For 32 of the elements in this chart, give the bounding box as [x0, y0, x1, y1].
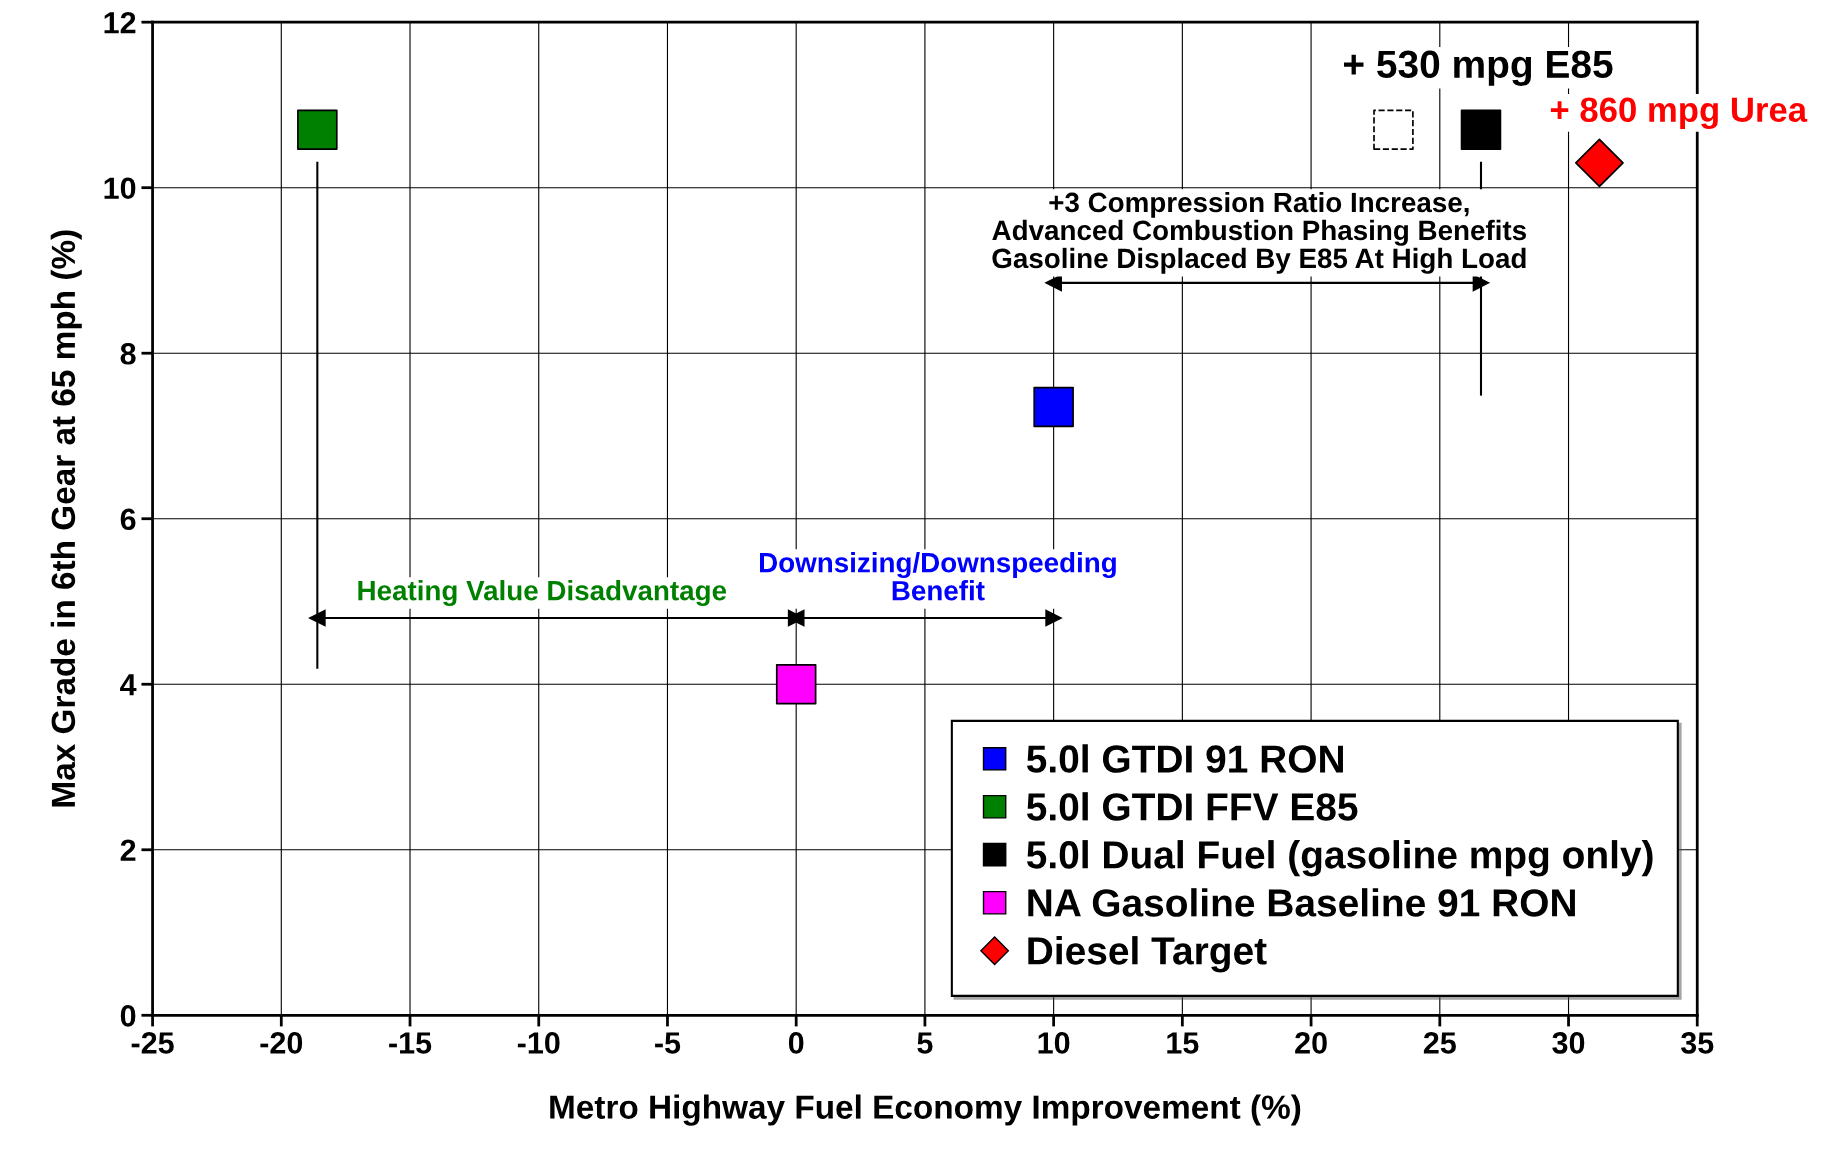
x-tick-label: 20: [1295, 1032, 1327, 1054]
y-tick-label: 2: [120, 839, 136, 861]
legend-label: 5.0l Dual Fuel (gasoline mpg only): [1026, 840, 1653, 877]
legend-label: 5.0l GTDI 91 RON: [1026, 744, 1343, 773]
x-tick-label: -10: [517, 1032, 560, 1054]
x-tick-label: 35: [1680, 1032, 1714, 1054]
y-axis-title: Max Grade in 6th Gear at 65 mph (%): [50, 230, 82, 807]
x-tick-label: -25: [131, 1032, 174, 1054]
x-tick-label: 0: [788, 1032, 804, 1054]
y-tick-label: 10: [104, 177, 136, 200]
x-tick-label: 10: [1038, 1032, 1070, 1054]
x-tick-label: 15: [1167, 1032, 1199, 1054]
y-tick-label: 4: [120, 674, 137, 696]
annotation: +3 Compression Ratio Increase, Advanced Combustion Phasing Benefits Gasoline Displaced By E85 At High Load: [992, 191, 1526, 274]
x-tick-label: -15: [389, 1032, 432, 1054]
legend-label: 5.0l GTDI FFV E85: [1026, 792, 1358, 821]
annotation: + 860 mpg Urea: [1550, 97, 1808, 130]
x-axis-title: Metro Highway Fuel Economy Improvement (%): [550, 1094, 1301, 1126]
y-tick-label: 0: [120, 1005, 136, 1027]
x-tick-label: -20: [260, 1032, 303, 1054]
legend-label: NA Gasoline Baseline 91 RON: [1028, 888, 1575, 917]
x-tick-label: -5: [655, 1032, 681, 1054]
annotation: Downsizing/Downspeeding Benefit: [760, 552, 1116, 601]
x-tick-label: 30: [1552, 1032, 1585, 1054]
y-tick-label: 12: [104, 11, 136, 34]
y-tick-label: 6: [120, 508, 136, 531]
annotation: + 530 mpg E85: [1343, 50, 1613, 86]
y-tick-label: 8: [120, 342, 136, 365]
legend-label: Diesel Target: [1028, 936, 1267, 973]
x-tick-label: 5: [917, 1032, 933, 1054]
annotation: Heating Value Disadvantage: [358, 580, 727, 607]
x-tick-label: 25: [1423, 1032, 1456, 1054]
